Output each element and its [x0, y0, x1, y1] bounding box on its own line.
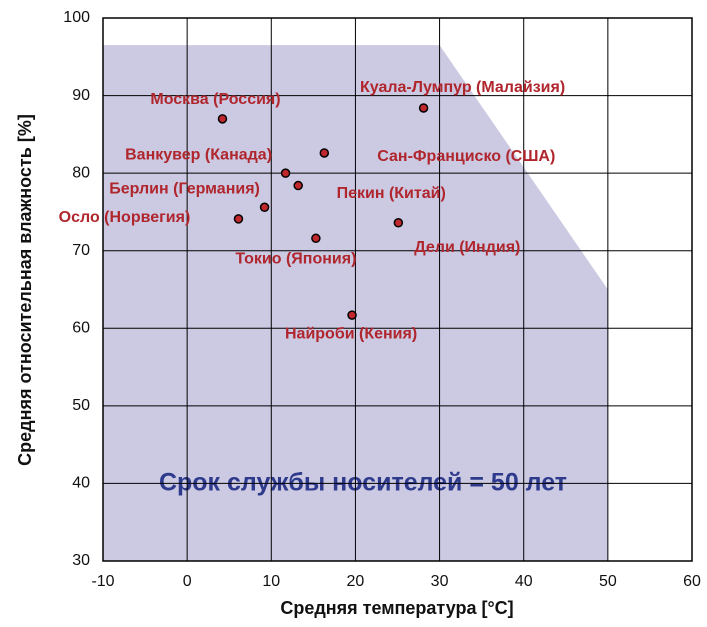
point	[311, 233, 321, 244]
point	[319, 148, 330, 158]
point	[293, 180, 303, 191]
point-label: Осло (Норвегия)	[59, 209, 191, 226]
point-label: Берлин (Германия)	[109, 180, 260, 197]
x-tick-label: -10	[91, 573, 114, 590]
x-tick-label: 10	[262, 573, 280, 590]
point	[217, 114, 228, 124]
point-label: Ванкувер (Канада)	[125, 146, 272, 163]
y-tick-label: 100	[63, 9, 90, 26]
x-tick-label: 30	[431, 573, 449, 590]
plot-border	[102, 17, 693, 562]
x-tick-label: 40	[515, 573, 533, 590]
point-label: Дели (Индия)	[414, 239, 520, 256]
x-tick-label: 60	[683, 573, 701, 590]
y-axis-title: Средняя относительная влажность [%]	[15, 114, 35, 466]
point-label: Москва (Россия)	[150, 91, 280, 108]
point	[259, 202, 270, 213]
x-tick-label: 20	[347, 573, 365, 590]
y-tick-label: 90	[72, 87, 90, 104]
y-tick-label: 50	[72, 397, 90, 414]
point-label: Сан-Франциско (США)	[377, 148, 555, 165]
x-tick-label: 0	[183, 573, 192, 590]
point-label: Токио (Япония)	[235, 251, 356, 268]
point-label: Куала-Лумпур (Малайзия)	[360, 79, 565, 96]
point-label: Пекин (Китай)	[337, 185, 446, 202]
point	[347, 310, 357, 320]
point-label: Найроби (Кения)	[285, 325, 417, 342]
point	[393, 218, 404, 228]
x-tick-label: 50	[599, 573, 617, 590]
point	[280, 168, 291, 178]
region-label: Срок службы носителей = 50 лет	[159, 469, 567, 497]
y-tick-label: 80	[72, 164, 90, 181]
point	[233, 214, 244, 224]
y-tick-label: 40	[72, 475, 90, 492]
y-tick-label: 70	[72, 242, 90, 259]
y-tick-label: 60	[72, 320, 90, 337]
point	[418, 103, 429, 113]
y-tick-label: 30	[72, 552, 90, 569]
x-axis-title: Средняя температура [°C]	[280, 598, 513, 618]
